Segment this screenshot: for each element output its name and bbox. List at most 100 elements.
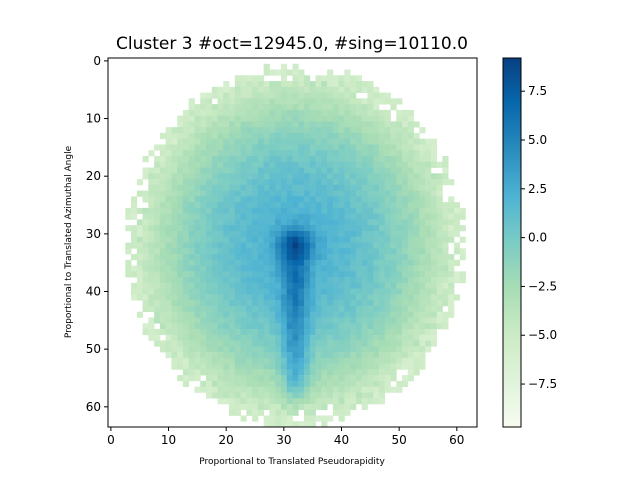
heatmap-cell [344,363,351,370]
heatmap-cell [159,173,167,180]
heatmap-cell [367,380,374,387]
heatmap-cell [419,219,426,226]
heatmap-cell [332,190,339,197]
heatmap-cell [148,230,155,238]
heatmap-cell [223,184,230,191]
heatmap-cell [384,242,391,249]
heatmap-cell [194,248,201,255]
heatmap-cell [413,190,420,197]
heatmap-cell [304,144,311,151]
heatmap-cell [396,173,403,180]
heatmap-cell [350,173,357,180]
heatmap-cell [436,190,443,197]
heatmap-cell [177,254,184,261]
heatmap-cell [430,271,437,278]
heatmap-cell [177,242,184,249]
heatmap-cell [234,225,241,232]
heatmap-cell [229,179,236,186]
heatmap-cell [378,132,386,140]
heatmap-cell [390,202,397,209]
heatmap-cell [280,75,288,82]
heatmap-cell [442,259,449,266]
heatmap-cell [332,328,339,336]
heatmap-cell [194,132,201,140]
heatmap-cell [229,156,236,163]
heatmap-cell [240,86,247,93]
heatmap-cell [361,352,368,359]
heatmap-cell [390,132,397,140]
heatmap-cell [448,305,455,313]
heatmap-cell [350,225,357,232]
heatmap-cell [390,288,397,295]
heatmap-cell [177,363,184,370]
heatmap-cell [131,242,138,249]
heatmap-cell [280,242,288,249]
heatmap-cell [453,271,461,278]
heatmap-cell [384,305,391,313]
heatmap-cell [419,156,426,163]
heatmap-cell [136,225,143,232]
heatmap-cell [442,282,449,289]
heatmap-cell [413,213,420,220]
heatmap-cell [321,386,328,393]
heatmap-cell [338,219,345,226]
heatmap-cell [344,184,351,191]
heatmap-cell [229,334,236,341]
heatmap-cell [419,311,426,318]
heatmap-cell [442,271,449,278]
heatmap-cell [344,132,351,140]
heatmap-cell [453,207,461,215]
heatmap-cell [338,265,345,272]
heatmap-cell [159,300,167,307]
heatmap-cell [136,282,143,289]
heatmap-cell [240,328,247,336]
heatmap-cell [269,265,276,272]
heatmap-cell [332,179,339,186]
heatmap-cell [165,225,172,232]
heatmap-cell [338,190,345,197]
heatmap-cell [269,156,276,163]
heatmap-cell [361,138,368,145]
heatmap-cell [292,190,299,197]
heatmap-cell [292,219,299,226]
heatmap-cell [378,271,386,278]
heatmap-cell [321,340,328,347]
heatmap-cell [252,81,259,88]
heatmap-cell [309,403,316,411]
heatmap-cell [396,380,403,387]
heatmap-cell [217,352,224,359]
heatmap-cell [154,271,161,278]
heatmap-cell [390,369,397,376]
heatmap-cell [338,92,345,99]
heatmap-cell [240,184,247,191]
heatmap-cell [430,242,437,249]
heatmap-cell [355,132,363,140]
heatmap-cell [373,363,380,370]
heatmap-cell [182,127,190,134]
heatmap-cell [136,254,143,261]
heatmap-cell [240,271,247,278]
heatmap-cell [315,230,322,238]
heatmap-cell [217,242,224,249]
heatmap-cell [257,98,265,105]
heatmap-cell [182,311,190,318]
heatmap-cell [229,392,236,399]
heatmap-cell [378,109,386,117]
heatmap-cell [194,340,201,347]
heatmap-cell [217,271,224,278]
heatmap-cell [332,288,339,295]
heatmap-cell [327,202,334,209]
heatmap-cell [425,277,432,284]
heatmap-cell [194,282,201,289]
heatmap-cell [165,328,172,336]
heatmap-cell [263,115,270,122]
heatmap-cell [321,109,328,117]
heatmap-cell [286,109,293,117]
heatmap-cell [246,236,253,243]
heatmap-cell [240,294,247,301]
heatmap-cell [206,248,213,255]
heatmap-cell [223,207,230,215]
heatmap-cell [430,328,437,336]
heatmap-cell [234,323,241,330]
heatmap-cell [298,213,305,220]
